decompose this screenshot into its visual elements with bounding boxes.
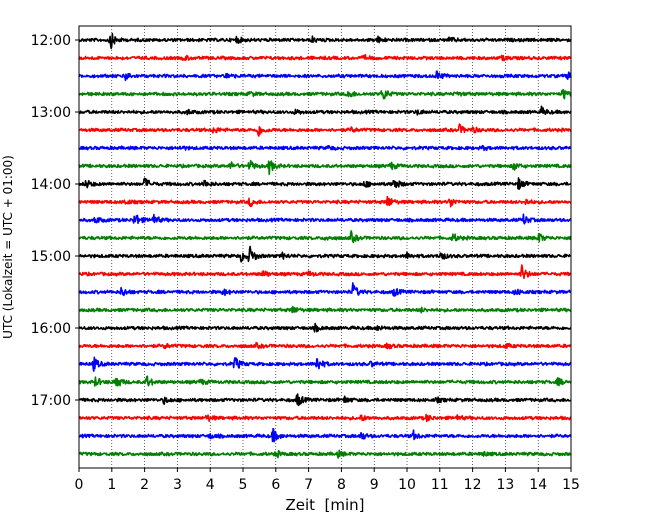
trace-1215 xyxy=(78,53,572,62)
y-tick-label: 14:00 xyxy=(31,177,71,193)
trace-1230 xyxy=(78,70,572,82)
trace-1330 xyxy=(78,144,572,152)
trace-1400 xyxy=(78,177,572,191)
trace-1515 xyxy=(78,264,572,280)
y-tick-label: 13:00 xyxy=(31,105,71,121)
trace-1730 xyxy=(78,427,572,443)
x-tick-label: 8 xyxy=(337,477,346,493)
x-tick-label: 4 xyxy=(206,477,215,493)
trace-1700 xyxy=(78,393,572,407)
y-tick-label: 16:00 xyxy=(31,321,71,337)
x-tick-label: 13 xyxy=(496,477,514,493)
trace-1600 xyxy=(78,322,572,333)
trace-1445 xyxy=(78,230,572,244)
x-tick-label: 0 xyxy=(75,477,84,493)
x-tick-label: 2 xyxy=(140,477,149,493)
x-tick-label: 7 xyxy=(304,477,313,493)
trace-1545 xyxy=(78,305,572,314)
y-tick-label: 12:00 xyxy=(31,33,71,49)
trace-1415 xyxy=(78,195,572,208)
trace-1715 xyxy=(78,413,572,423)
x-axis-ticks: 0 1 2 3 4 5 6 7 8 9 10 11 12 13 14 15 xyxy=(75,468,580,493)
trace-lines xyxy=(78,32,572,459)
x-tick-label: 1 xyxy=(107,477,116,493)
y-axis-label: UTC (Lokalzeit = UTC + 01:00) xyxy=(1,155,15,339)
x-tick-label: 6 xyxy=(271,477,280,493)
trace-1645 xyxy=(78,375,572,387)
y-tick-label: 17:00 xyxy=(31,393,71,409)
x-tick-label: 11 xyxy=(431,477,449,493)
x-tick-label: 15 xyxy=(562,477,580,493)
y-axis-ticks: 12:00 13:00 14:00 15:00 16:00 17:00 xyxy=(31,33,79,409)
x-axis-label: Zeit [min] xyxy=(285,496,364,514)
x-tick-label: 9 xyxy=(370,477,379,493)
y-tick-label: 15:00 xyxy=(31,249,71,265)
trace-1315 xyxy=(78,123,572,137)
trace-1745 xyxy=(78,449,572,459)
trace-1500 xyxy=(78,245,572,263)
trace-1630 xyxy=(78,356,572,372)
x-tick-label: 14 xyxy=(529,477,547,493)
x-tick-label: 5 xyxy=(239,477,248,493)
x-tick-label: 3 xyxy=(173,477,182,493)
trace-1345 xyxy=(78,159,572,176)
trace-1430 xyxy=(78,213,572,225)
plot-frame xyxy=(78,25,572,469)
trace-1245 xyxy=(78,89,572,100)
trace-1615 xyxy=(78,341,572,350)
x-tick-label: 10 xyxy=(398,477,416,493)
x-tick-label: 12 xyxy=(464,477,482,493)
trace-1200 xyxy=(78,32,572,50)
trace-1300 xyxy=(78,105,572,116)
trace-1530 xyxy=(78,282,572,297)
